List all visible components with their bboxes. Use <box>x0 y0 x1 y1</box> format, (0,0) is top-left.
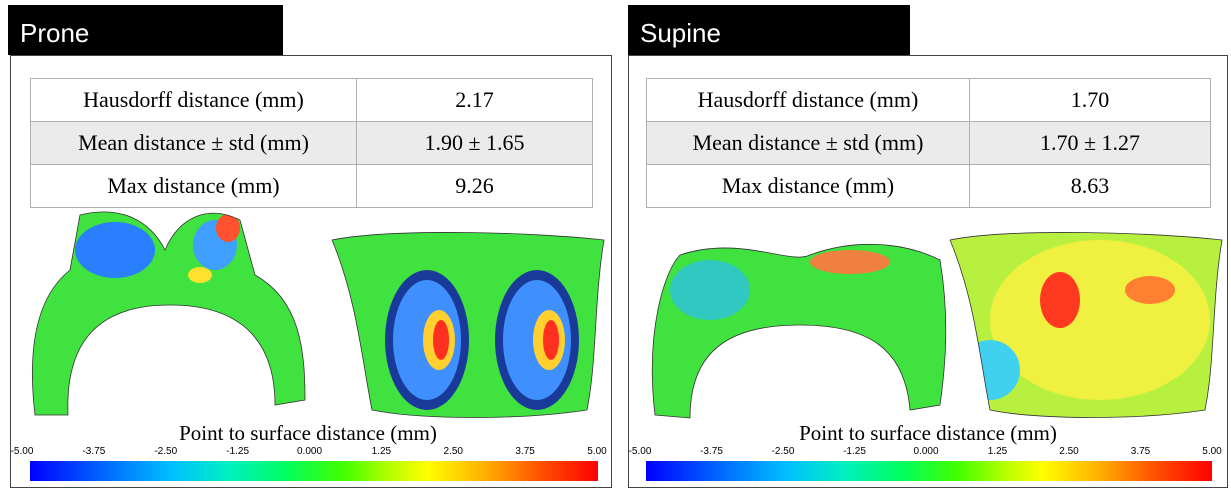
colorbar-tick: 5.00 <box>1202 446 1222 457</box>
patch <box>810 250 890 274</box>
arch-outline <box>32 211 306 416</box>
arch-outline <box>651 243 947 419</box>
colorbar-tick: 0.000 <box>296 446 323 457</box>
panel-title: Prone <box>8 5 283 55</box>
colorbar-tick: 5.00 <box>587 446 607 457</box>
panel-title: Supine <box>628 5 910 55</box>
colorbar-tick: 2.50 <box>1059 446 1079 457</box>
patch <box>1040 272 1080 328</box>
metrics-table: Hausdorff distance (mm) 2.17 Mean distance… <box>30 78 593 208</box>
table-cell: Max distance (mm) <box>646 164 970 208</box>
patch <box>188 267 212 283</box>
table-cell: 9.26 <box>356 164 593 208</box>
table-row: Max distance (mm) 8.63 <box>646 164 1211 208</box>
colorbar-label: Point to surface distance (mm) <box>799 421 1057 445</box>
patch <box>670 260 750 320</box>
table-cell: 8.63 <box>969 164 1211 208</box>
colorbar-tick: 2.50 <box>443 446 463 457</box>
colorbar-tick: -2.50 <box>771 446 795 457</box>
colorbar-tick: 0.000 <box>913 446 939 457</box>
table-cell: 1.70 ± 1.27 <box>969 121 1211 165</box>
table-cell: 1.70 <box>969 78 1211 122</box>
colorbar-tick: -1.25 <box>843 446 866 457</box>
table-cell: 2.17 <box>356 78 593 122</box>
table-row: Hausdorff distance (mm) 1.70 <box>646 78 1211 122</box>
table-cell: Mean distance ± std (mm) <box>646 121 970 165</box>
patch <box>75 222 155 278</box>
metrics-table: Hausdorff distance (mm) 1.70 Mean distance… <box>646 78 1211 208</box>
colorbar-tick: 1.25 <box>371 446 392 457</box>
table-row: Mean distance ± std (mm) 1.90 ± 1.65 <box>30 121 593 165</box>
colorbar-tick: -5.00 <box>628 446 652 457</box>
table-row: Hausdorff distance (mm) 2.17 <box>30 78 593 122</box>
colorbar-tick: 1.25 <box>987 446 1008 457</box>
table-cell: Hausdorff distance (mm) <box>30 78 357 122</box>
box-render <box>332 232 604 418</box>
colorbar <box>646 461 1212 481</box>
table-cell: Max distance (mm) <box>30 164 357 208</box>
colorbar-tick: -3.75 <box>700 446 723 457</box>
lobe <box>433 320 449 360</box>
box-outline <box>331 232 605 418</box>
table-row: Mean distance ± std (mm) 1.70 ± 1.27 <box>646 121 1211 165</box>
box-render <box>950 232 1222 418</box>
patch <box>1125 276 1175 304</box>
colorbar-tick: -1.25 <box>226 446 250 457</box>
colorbar-tick: -5.00 <box>10 446 34 457</box>
colorbar-tick: 3.75 <box>515 446 535 457</box>
patch <box>216 214 240 242</box>
table-cell: Hausdorff distance (mm) <box>646 78 970 122</box>
colorbar-tick: -2.50 <box>154 446 178 457</box>
table-cell: 1.90 ± 1.65 <box>356 121 593 165</box>
lobe <box>543 320 559 360</box>
box-outline <box>949 232 1223 418</box>
table-cell: Mean distance ± std (mm) <box>30 121 357 165</box>
colorbar-label: Point to surface distance (mm) <box>179 421 437 445</box>
colorbar <box>30 461 598 481</box>
colorbar-tick: 3.75 <box>1130 446 1151 457</box>
table-row: Max distance (mm) 9.26 <box>30 164 593 208</box>
colorbar-tick: -3.75 <box>82 446 106 457</box>
